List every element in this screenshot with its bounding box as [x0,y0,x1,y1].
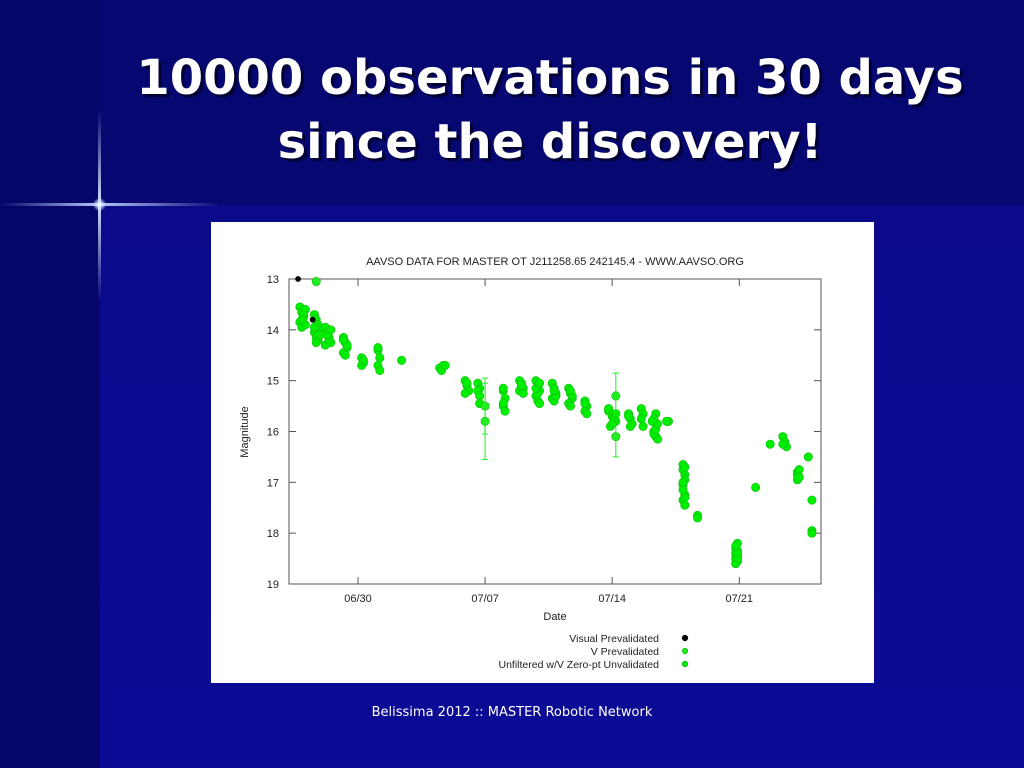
unfiltered-point [662,416,672,426]
unfiltered-point [516,381,526,391]
y-tick-label: 15 [267,376,279,388]
unfiltered-point [638,421,648,431]
y-tick-label: 14 [267,325,279,337]
unfiltered-point [338,335,348,345]
left-band [0,0,100,768]
unfiltered-point [604,404,614,414]
y-axis: 13 14 15 16 17 18 19 [267,274,821,591]
legend-label: V Prevalidated [591,646,659,658]
unfiltered-point [732,554,742,564]
x-tick-label: 07/07 [471,593,499,605]
visual-point [295,276,301,282]
x-tick-label: 07/21 [726,593,754,605]
data-points [295,276,817,569]
y-axis-label: Magnitude [239,406,251,457]
unfiltered-point [549,386,559,396]
unfiltered-point [751,482,761,492]
x-axis-label: Date [543,611,566,623]
unfiltered-point [647,416,657,426]
legend-marker [681,660,689,668]
unfiltered-point [778,439,788,449]
unfiltered-point [475,391,485,401]
unfiltered-point [535,399,545,409]
legend-marker [681,634,689,642]
unfiltered-point [565,401,575,411]
unfiltered-point [624,411,634,421]
unfiltered-point [680,500,690,510]
unfiltered-point [498,383,508,393]
unfiltered-point [580,399,590,409]
unfiltered-point [680,493,690,503]
v-point [480,416,490,426]
unfiltered-point [607,419,617,429]
y-tick-label: 19 [267,579,279,591]
unfiltered-point [462,378,472,388]
unfiltered-point [611,409,621,419]
unfiltered-point [582,409,592,419]
unfiltered-point [693,513,703,523]
unfiltered-point [636,414,646,424]
legend-marker [681,647,689,655]
unfiltered-point [397,355,407,365]
chart-panel: AAVSO DATA FOR MASTER OT J211258.65 2421… [211,222,874,683]
unfiltered-point [565,386,575,396]
title-band [100,0,1024,205]
y-tick-label: 18 [267,528,279,540]
v-point [611,391,621,401]
x-tick-label: 06/30 [344,593,372,605]
y-tick-label: 16 [267,427,279,439]
unfiltered-point [297,315,307,325]
unfiltered-point [440,360,450,370]
y-tick-label: 13 [267,274,279,286]
unfiltered-point [375,353,385,363]
unfiltered-point [794,465,804,475]
sparkle-star-icon [93,198,106,211]
legend-label: Unfiltered w/V Zero-pt Unvalidated [499,659,660,671]
x-axis: 06/30 07/07 07/14 07/21 [344,279,753,605]
unfiltered-point [311,338,321,348]
plot-frame [288,278,822,585]
unfiltered-point [460,388,470,398]
v-point [611,432,621,442]
unfiltered-point [375,366,385,376]
legend-label: Visual Prevalidated [569,633,659,645]
unfiltered-point [500,406,510,416]
v-point [311,277,321,287]
light-curve-chart: AAVSO DATA FOR MASTER OT J211258.65 2421… [239,256,822,671]
y-tick-label: 17 [267,477,279,489]
unfiltered-point [625,421,635,431]
unfiltered-point [373,343,383,353]
v-point [480,401,490,411]
unfiltered-point [803,452,813,462]
chart-title: AAVSO DATA FOR MASTER OT J211258.65 2421… [366,256,744,268]
unfiltered-point [358,355,368,365]
visual-point [309,316,316,323]
unfiltered-point [680,462,690,472]
unfiltered-point [678,477,688,487]
unfiltered-point [807,528,817,538]
unfiltered-point [794,472,804,482]
unfiltered-point [765,439,775,449]
unfiltered-point [678,485,688,495]
unfiltered-point [535,378,545,388]
unfiltered-point [731,541,741,551]
unfiltered-point [340,350,350,360]
sparkle-horizontal [0,203,220,206]
slide-title: 10000 observations in 30 days since the … [136,50,964,170]
unfiltered-point [518,388,528,398]
unfiltered-point [326,325,336,335]
unfiltered-point [807,495,817,505]
slide-footer: Belissima 2012 :: MASTER Robotic Network [371,705,653,720]
unfiltered-point [309,322,319,332]
unfiltered-point [498,399,508,409]
x-tick-label: 07/14 [598,593,626,605]
